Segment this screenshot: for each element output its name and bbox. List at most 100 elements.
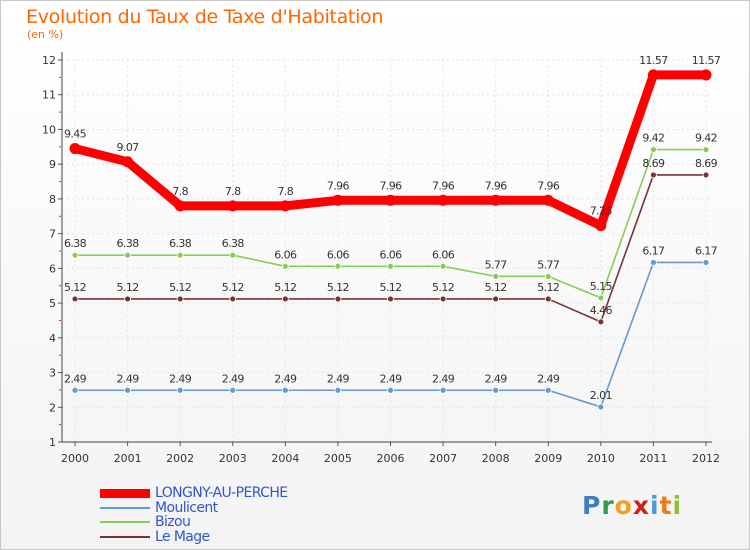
- data-point: [174, 200, 186, 212]
- data-point: [702, 146, 710, 153]
- legend-label: Le Mage: [155, 528, 210, 545]
- data-point: [492, 272, 500, 280]
- data-label: 5.77: [537, 258, 560, 271]
- data-point: [439, 386, 447, 394]
- data-point: [650, 259, 657, 266]
- data-point: [595, 220, 607, 232]
- data-label: 2.49: [117, 372, 140, 385]
- x-tick-label: 2012: [692, 452, 720, 465]
- data-point: [334, 262, 342, 270]
- data-label: 6.17: [695, 244, 718, 257]
- data-point: [702, 259, 710, 266]
- data-label: 7.96: [485, 179, 508, 192]
- data-point: [332, 194, 344, 206]
- chart-title: Evolution du Taux de Taxe d'Habitation: [26, 6, 384, 28]
- proxiti-logo: Proxiti: [582, 491, 682, 520]
- x-tick-label: 2011: [639, 452, 667, 465]
- y-tick-label: 8: [49, 193, 56, 206]
- x-tick-label: 2003: [219, 452, 247, 465]
- data-point: [544, 272, 552, 280]
- logo-letter: t: [659, 491, 673, 520]
- data-point: [490, 194, 502, 206]
- legend-swatch: [100, 535, 150, 538]
- data-label: 7.96: [379, 179, 402, 192]
- data-point: [650, 171, 657, 179]
- data-point: [122, 156, 134, 168]
- data-point: [492, 295, 500, 303]
- data-point: [702, 171, 710, 179]
- data-label: 5.12: [117, 281, 139, 294]
- data-point: [385, 194, 396, 206]
- data-label: 5.12: [327, 281, 349, 294]
- y-tick-label: 11: [42, 89, 56, 102]
- data-label: 5.12: [64, 281, 86, 294]
- data-label: 5.12: [485, 281, 507, 294]
- data-label: 6.06: [327, 248, 350, 261]
- x-tick-label: 2006: [377, 452, 405, 465]
- legend-label: LONGNY-AU-PERCHE: [155, 485, 288, 501]
- data-label: 5.77: [485, 258, 508, 271]
- data-point: [544, 295, 552, 303]
- y-tick-label: 1: [49, 436, 56, 449]
- data-point: [227, 200, 239, 212]
- data-label: 7.96: [537, 179, 560, 192]
- data-point: [281, 295, 289, 303]
- data-point: [229, 251, 237, 259]
- x-tick-label: 2010: [587, 452, 615, 465]
- data-label: 11.57: [639, 54, 668, 67]
- data-point: [597, 318, 605, 326]
- data-label: 9.42: [642, 132, 664, 145]
- y-tick-label: 6: [49, 262, 56, 275]
- data-label: 6.38: [169, 237, 192, 250]
- x-tick-label: 2000: [61, 452, 89, 465]
- logo-letter: P: [582, 491, 602, 520]
- data-point: [437, 194, 449, 206]
- data-label: 6.38: [117, 237, 140, 250]
- data-label: 5.12: [432, 281, 454, 294]
- logo-letter: i: [672, 491, 683, 520]
- data-label: 5.15: [590, 280, 613, 293]
- y-tick-label: 5: [49, 297, 56, 310]
- x-tick-label: 2002: [166, 452, 194, 465]
- data-point: [69, 143, 81, 155]
- data-label: 9.45: [64, 128, 87, 141]
- data-point: [387, 386, 394, 394]
- data-label: 2.49: [379, 372, 402, 385]
- data-label: 2.49: [537, 372, 560, 385]
- data-point: [281, 386, 289, 394]
- data-point: [439, 295, 447, 303]
- data-point: [176, 386, 184, 394]
- data-label: 7.96: [327, 179, 350, 192]
- data-label: 2.49: [222, 372, 245, 385]
- data-point: [124, 295, 131, 303]
- x-tick-label: 2005: [324, 452, 352, 465]
- data-label: 6.06: [432, 248, 455, 261]
- x-tick-label: 2004: [271, 452, 299, 465]
- data-point: [647, 69, 659, 81]
- data-label: 9.07: [117, 141, 140, 154]
- data-point: [439, 262, 447, 270]
- data-label: 6.06: [274, 248, 297, 261]
- data-label: 2.49: [432, 372, 455, 385]
- data-label: 7.8: [277, 185, 293, 198]
- legend-swatch: [100, 521, 150, 524]
- data-label: 2.49: [485, 372, 508, 385]
- data-label: 5.12: [222, 281, 244, 294]
- data-point: [281, 262, 289, 270]
- data-label: 4.46: [590, 304, 613, 317]
- data-point: [229, 386, 237, 394]
- x-tick-label: 2007: [429, 452, 457, 465]
- data-point: [71, 251, 79, 259]
- legend-swatch: [100, 506, 150, 509]
- data-point: [334, 295, 342, 303]
- data-point: [176, 251, 184, 259]
- data-point: [542, 194, 554, 206]
- data-point: [544, 386, 552, 394]
- legend-label: Bizou: [155, 514, 191, 530]
- data-point: [597, 403, 605, 411]
- data-label: 2.49: [169, 372, 192, 385]
- data-label: 2.49: [64, 372, 87, 385]
- data-label: 6.38: [64, 237, 87, 250]
